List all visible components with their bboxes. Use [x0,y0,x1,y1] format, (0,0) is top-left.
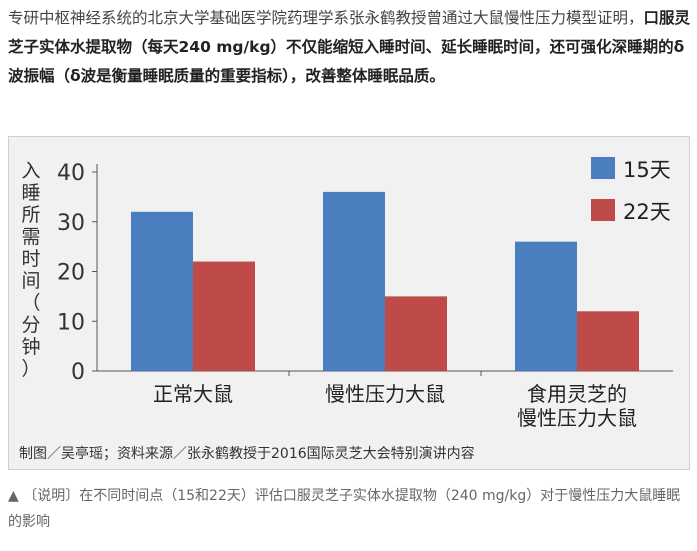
y-tick-label: 10 [57,310,85,335]
bar-series2 [577,311,639,371]
legend-swatch [591,199,615,221]
figure-caption: ▲ 〔说明〕在不同时间点（15和22天）评估口服灵芝子实体水提取物（240 mg… [8,488,681,530]
legend-label: 22天 [623,200,671,224]
y-tick-label: 30 [57,211,85,236]
bar-series2 [193,261,255,371]
x-category-label: 食用灵芝的 [527,382,627,406]
y-tick-label: 20 [57,261,85,286]
chart-credit: 制图／吴亭瑶；资料来源／张永鹤教授于2016国际灵芝大会特别演讲内容 [19,445,475,462]
y-tick-label: 0 [71,360,85,385]
intro-text-plain: 专研中枢神经系统的北京大学基础医学院药理学系张永鹤教授曾通过大鼠慢性压力模型证明… [8,9,644,27]
bar-series1 [131,211,193,371]
legend-label: 15天 [623,158,671,182]
intro-paragraph: 专研中枢神经系统的北京大学基础医学院药理学系张永鹤教授曾通过大鼠慢性压力模型证明… [8,4,692,91]
intro-text-bold: 口服灵芝子实体水提取物（每天240 mg/kg）不仅能缩短入睡时间、延长睡眠时间… [8,9,691,85]
x-category-label: 慢性压力大鼠 [325,382,445,406]
y-axis-label: 入睡所需时间（分钟） [21,160,40,380]
chart-panel: 入睡所需时间（分钟） 0 10 20 30 40 正常大鼠 慢性压力大鼠 食用灵芝的 慢性压力大鼠… [8,136,690,470]
bar-series2 [385,296,447,371]
legend-swatch [591,157,615,179]
bar-series1 [323,191,385,371]
y-tick-label: 40 [57,161,85,186]
bar-series1 [515,241,577,371]
x-category-label: 正常大鼠 [153,382,233,406]
x-category-label: 慢性压力大鼠 [517,406,637,430]
